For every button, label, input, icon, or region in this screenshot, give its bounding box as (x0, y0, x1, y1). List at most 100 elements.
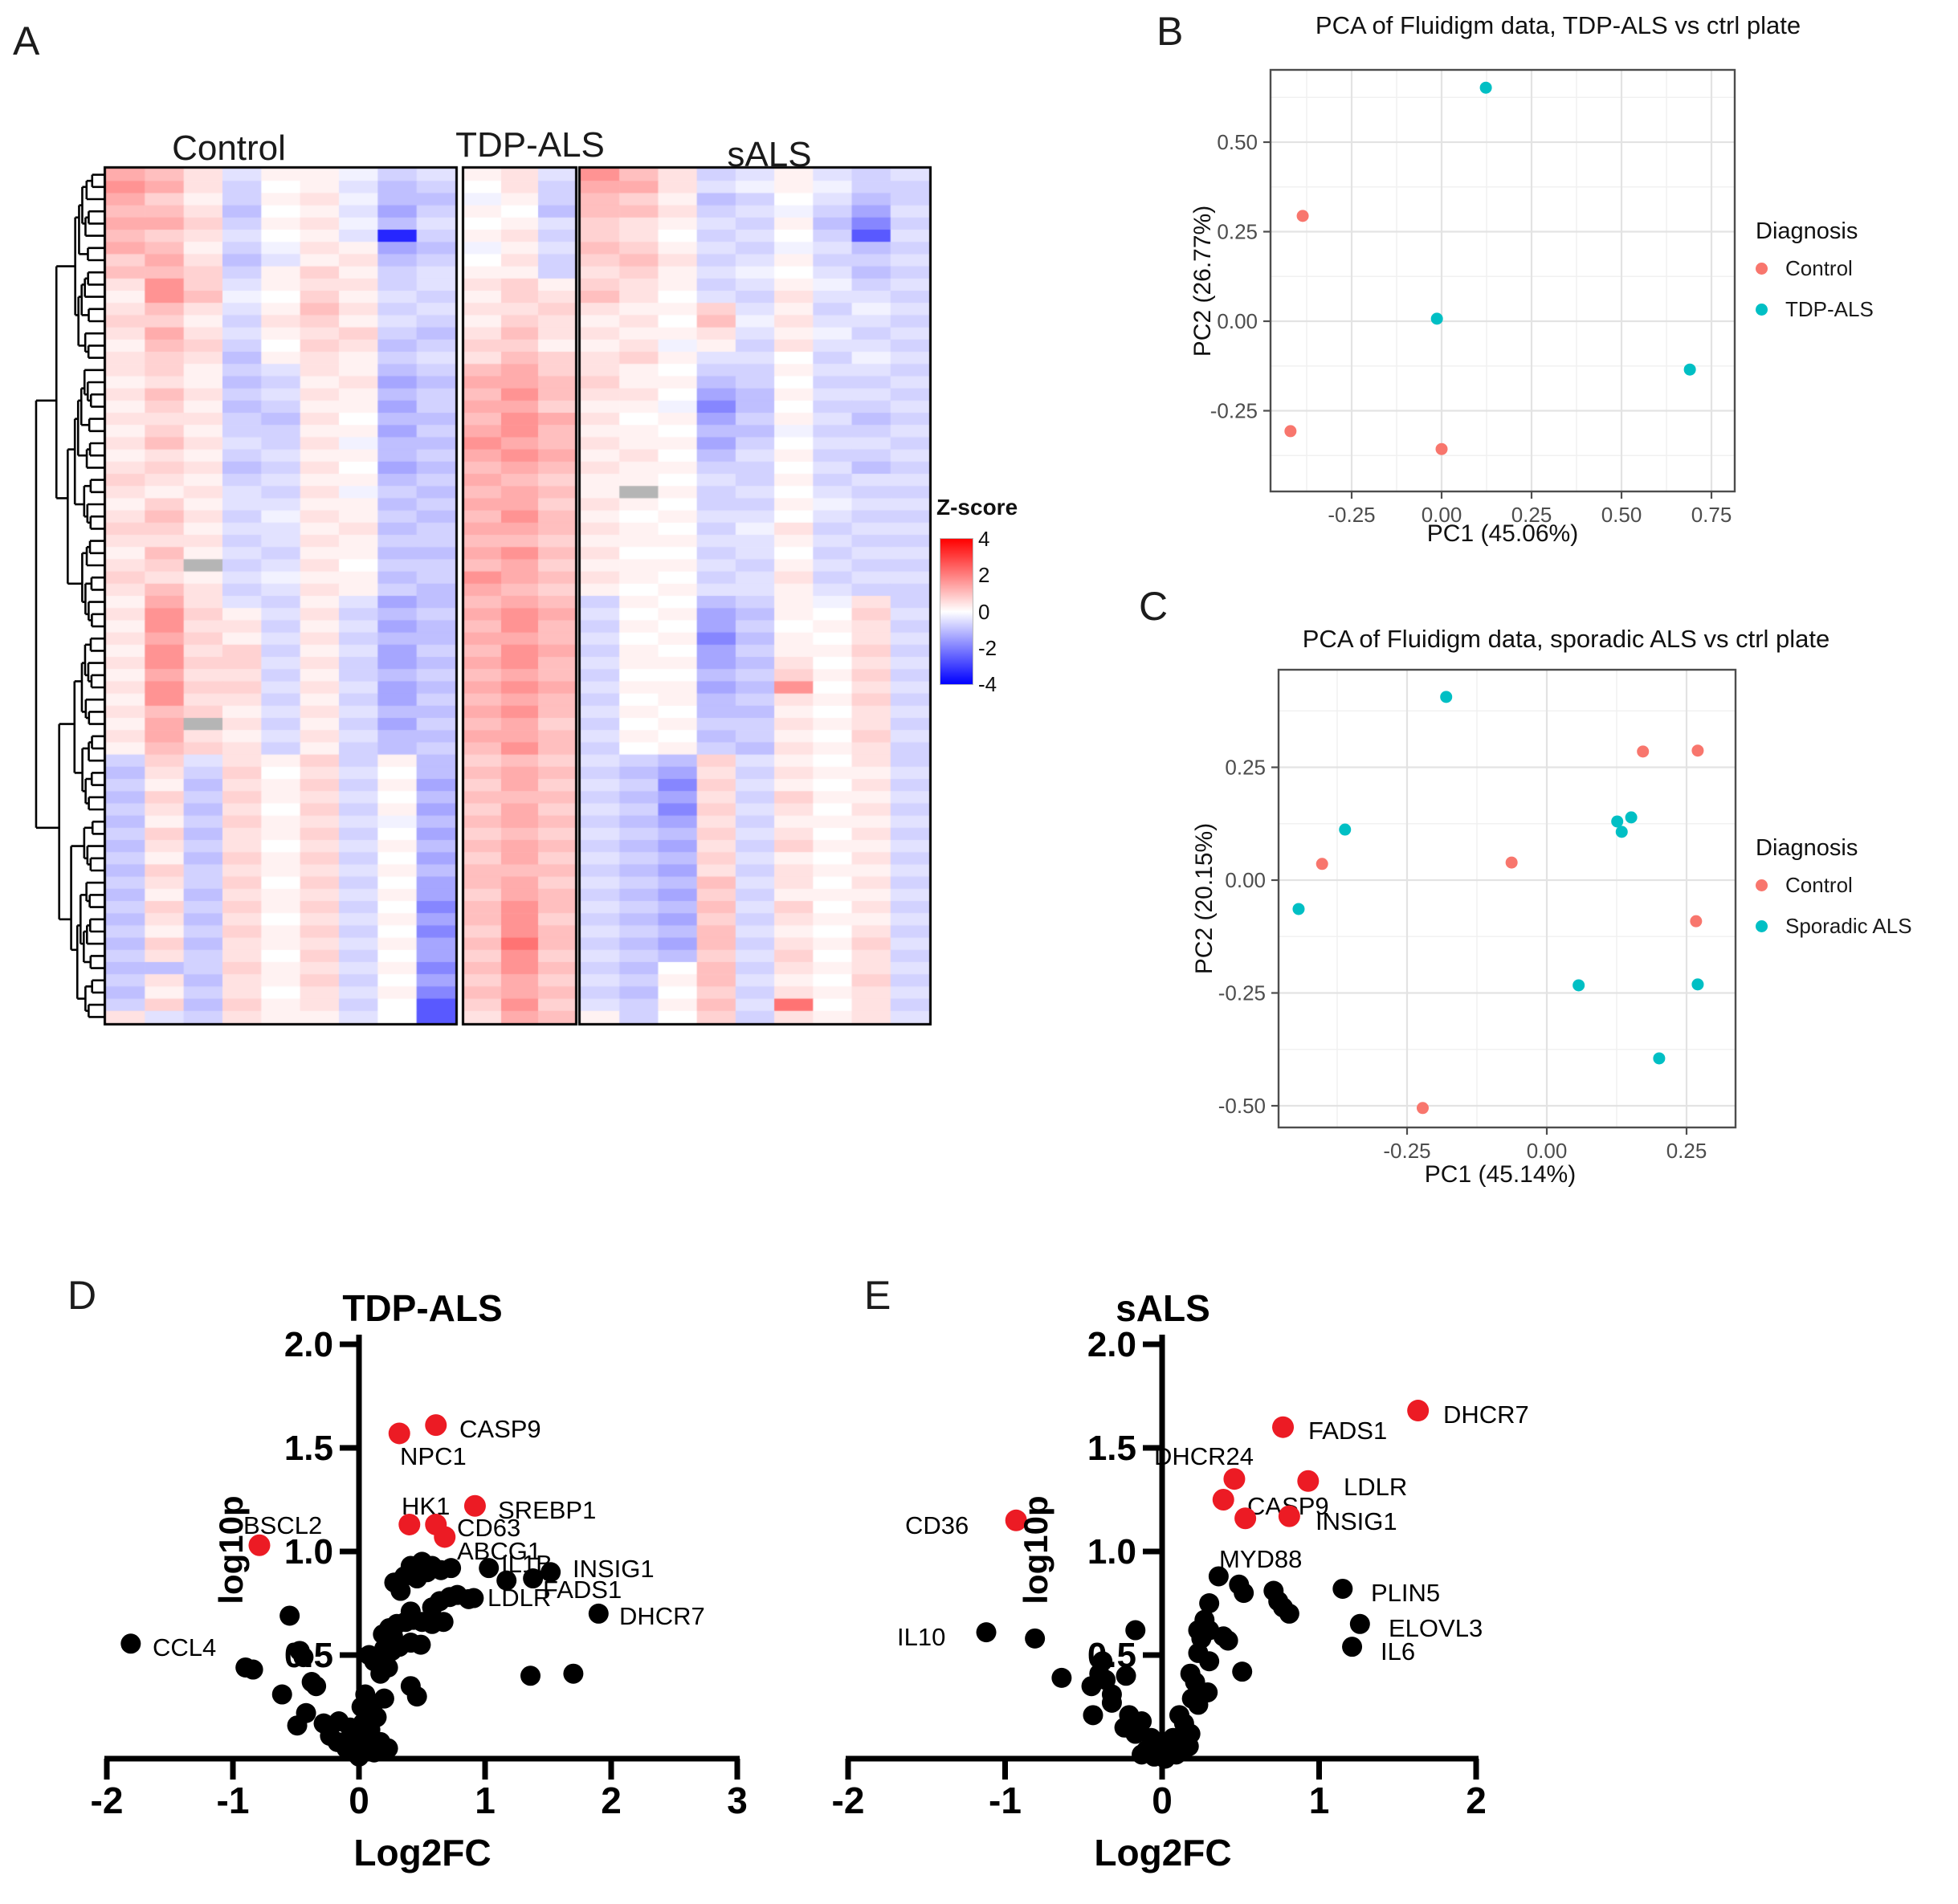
svg-text:2: 2 (601, 1780, 622, 1821)
pca-b-legend: Diagnosis Control TDP-ALS (1756, 218, 1874, 338)
svg-text:NPC1: NPC1 (400, 1442, 467, 1470)
pca-b-xaxis-label: PC1 (45.06%) (1426, 520, 1579, 547)
svg-text:IL10: IL10 (897, 1623, 945, 1651)
svg-text:-0.25: -0.25 (1218, 981, 1266, 1005)
panel-label-b: B (1156, 9, 1185, 54)
control-dot-icon (1756, 879, 1768, 891)
zscore-legend-title: Z-score (936, 495, 1018, 520)
svg-text:BSCL2: BSCL2 (243, 1511, 322, 1539)
svg-text:DHCR7: DHCR7 (619, 1602, 705, 1630)
panel-label-d: D (67, 1273, 98, 1318)
svg-text:0.50: 0.50 (1217, 130, 1258, 154)
svg-text:SREBP1: SREBP1 (498, 1496, 596, 1524)
svg-text:1.0: 1.0 (1087, 1532, 1136, 1572)
svg-text:-0.25: -0.25 (1383, 1139, 1430, 1163)
volcano-d-xaxis-label: Log2FC (353, 1832, 492, 1873)
panel-label-c: C (1139, 584, 1169, 629)
heatmap (0, 0, 932, 1028)
svg-text:-0.50: -0.50 (1218, 1094, 1266, 1118)
zscore-tick-label: 0 (978, 599, 990, 624)
svg-text:0.25: 0.25 (1666, 1139, 1707, 1163)
svg-text:2: 2 (1466, 1780, 1487, 1821)
control-dot-icon (1756, 263, 1768, 275)
volcano-e-title: sALS (1116, 1287, 1210, 1329)
svg-text:-0.25: -0.25 (1328, 503, 1375, 527)
svg-text:0.00: 0.00 (1422, 503, 1462, 527)
svg-text:1.5: 1.5 (284, 1429, 333, 1468)
panel-label-a: A (13, 18, 41, 63)
legend-item-tdp-als: TDP-ALS (1756, 297, 1874, 322)
svg-text:CASP9: CASP9 (459, 1415, 541, 1443)
svg-text:CD63: CD63 (457, 1514, 520, 1542)
pca-b-title: PCA of Fluidigm data, TDP-ALS vs ctrl pl… (1315, 11, 1801, 39)
svg-text:0.50: 0.50 (1601, 503, 1642, 527)
svg-text:PLIN5: PLIN5 (1371, 1579, 1440, 1607)
svg-text:3: 3 (727, 1780, 748, 1821)
legend-item-control: Control (1756, 256, 1874, 281)
svg-text:LDLR: LDLR (487, 1584, 551, 1612)
svg-text:INSIG1: INSIG1 (573, 1555, 655, 1583)
volcano-d-yaxis-label: log10p (212, 1495, 250, 1604)
heatmap-group-heading-control: Control (172, 128, 286, 168)
svg-text:HK1: HK1 (402, 1492, 450, 1520)
svg-text:DHCR7: DHCR7 (1443, 1400, 1529, 1429)
legend-item-control: Control (1756, 873, 1912, 898)
tdp-als-dot-icon (1756, 304, 1768, 316)
svg-text:LDLR: LDLR (1344, 1473, 1407, 1501)
pca-b-legend-title: Diagnosis (1756, 218, 1858, 244)
zscore-colorbar (940, 538, 973, 685)
svg-text:0.25: 0.25 (1225, 756, 1266, 780)
svg-text:IL6: IL6 (1381, 1637, 1415, 1665)
svg-text:1: 1 (475, 1780, 496, 1821)
heatmap-group-heading-sals: sALS (727, 135, 812, 174)
zscore-tick-label: -2 (978, 635, 997, 660)
volcano-e-xaxis-label: Log2FC (1094, 1832, 1232, 1873)
svg-text:1.0: 1.0 (284, 1532, 333, 1572)
svg-text:1.5: 1.5 (1087, 1429, 1136, 1468)
svg-text:-1: -1 (989, 1780, 1022, 1821)
svg-text:CCL4: CCL4 (153, 1633, 216, 1661)
svg-text:MYD88: MYD88 (1219, 1545, 1302, 1573)
svg-text:FADS1: FADS1 (543, 1576, 622, 1604)
svg-text:0: 0 (349, 1780, 369, 1821)
svg-text:DHCR24: DHCR24 (1154, 1442, 1254, 1470)
svg-text:0.00: 0.00 (1527, 1139, 1568, 1163)
zscore-tick-label: -4 (978, 672, 997, 696)
heatmap-group-heading-tdp-als: TDP-ALS (455, 125, 605, 165)
pca-c-xaxis-label: PC1 (45.14%) (1424, 1161, 1577, 1188)
svg-text:-0.25: -0.25 (1210, 399, 1258, 423)
volcano-d-title: TDP-ALS (342, 1287, 503, 1329)
zscore-tick-label: 4 (978, 527, 990, 551)
sporadic-als-dot-icon (1756, 920, 1768, 932)
svg-text:2.0: 2.0 (284, 1325, 333, 1364)
svg-text:-1: -1 (217, 1780, 250, 1821)
svg-text:2.0: 2.0 (1087, 1325, 1136, 1364)
panel-label-e: E (864, 1273, 892, 1318)
pca-c-legend: Diagnosis Control Sporadic ALS (1756, 835, 1912, 955)
svg-text:0.25: 0.25 (1511, 503, 1552, 527)
svg-text:CD36: CD36 (905, 1511, 969, 1539)
svg-text:-2: -2 (91, 1780, 124, 1821)
svg-text:ABCG1: ABCG1 (457, 1537, 541, 1565)
svg-text:0.00: 0.00 (1225, 868, 1266, 892)
svg-text:-2: -2 (832, 1780, 865, 1821)
svg-text:INSIG1: INSIG1 (1316, 1507, 1397, 1535)
svg-text:FADS1: FADS1 (1308, 1417, 1387, 1445)
volcano-e-yaxis-label: log10p (1017, 1495, 1054, 1604)
svg-text:0.25: 0.25 (1217, 220, 1258, 244)
svg-text:1: 1 (1309, 1780, 1330, 1821)
legend-item-sporadic-als: Sporadic ALS (1756, 914, 1912, 939)
svg-text:ELOVL3: ELOVL3 (1389, 1614, 1483, 1642)
zscore-tick-label: 2 (978, 563, 990, 588)
svg-text:0.75: 0.75 (1691, 503, 1732, 527)
svg-text:0.00: 0.00 (1217, 309, 1258, 333)
pca-c-title: PCA of Fluidigm data, sporadic ALS vs ct… (1302, 625, 1830, 653)
svg-text:0: 0 (1152, 1780, 1173, 1821)
pca-c-legend-title: Diagnosis (1756, 835, 1858, 861)
